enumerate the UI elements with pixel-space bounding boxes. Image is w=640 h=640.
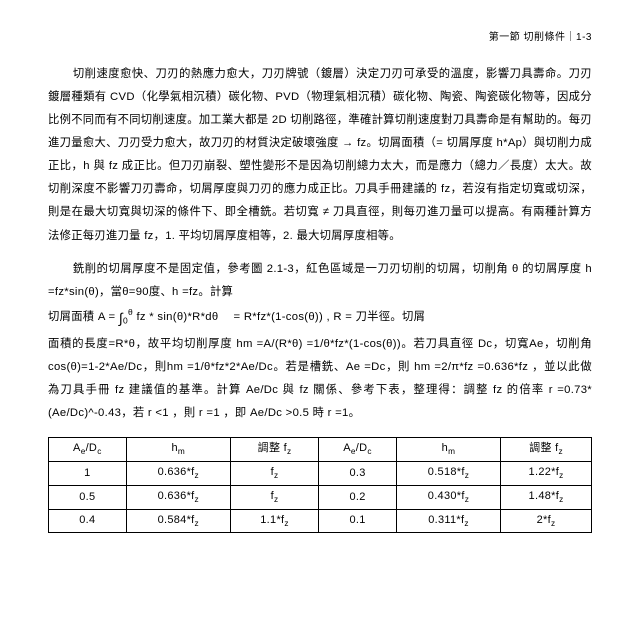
col-header: Ae/Dc — [49, 438, 127, 462]
table-cell: 0.3 — [319, 462, 397, 486]
p2-line-a: 銑削的切屑厚度不是固定值，參考圖 2.1-3，紅色區域是一刀刃切削的切屑，切削角… — [48, 263, 592, 298]
table-cell: fz — [230, 462, 318, 486]
table-cell: 1.48*fz — [501, 485, 592, 509]
fz-table: Ae/Dchm調整 fzAe/Dchm調整 fz 10.636*fzfz0.30… — [48, 437, 592, 533]
table-cell: 0.2 — [319, 485, 397, 509]
table-row: 0.50.636*fzfz0.20.430*fz1.48*fz — [49, 485, 592, 509]
table-cell: 0.518*fz — [396, 462, 500, 486]
p2-line-b: 切屑面積 A = — [48, 311, 115, 323]
table-cell: fz — [230, 485, 318, 509]
table-cell: 1 — [49, 462, 127, 486]
table-cell: 0.5 — [49, 485, 127, 509]
paragraph-2-cont: 面積的長度=R*θ，故平均切削厚度 hm =A/(R*θ) =1/θ*fz*(1… — [48, 333, 592, 426]
col-header: 調整 fz — [501, 438, 592, 462]
paragraph-2: 銑削的切屑厚度不是固定值，參考圖 2.1-3，紅色區域是一刀刃切削的切屑，切削角… — [48, 258, 592, 304]
col-header: Ae/Dc — [319, 438, 397, 462]
table-cell: 0.636*fz — [126, 485, 230, 509]
table-row: 0.40.584*fz1.1*fz0.10.311*fz2*fz — [49, 509, 592, 533]
table-cell: 1.1*fz — [230, 509, 318, 533]
table-cell: 0.4 — [49, 509, 127, 533]
col-header: hm — [396, 438, 500, 462]
col-header: 調整 fz — [230, 438, 318, 462]
integral-upper: θ — [128, 307, 133, 317]
table-cell: 0.430*fz — [396, 485, 500, 509]
table-cell: 0.311*fz — [396, 509, 500, 533]
paragraph-2-formula: 切屑面積 A = ∫0θ fz * sin(θ)*R*dθ = R*fz*(1-… — [48, 304, 592, 333]
table-row: 10.636*fzfz0.30.518*fz1.22*fz — [49, 462, 592, 486]
table-cell: 2*fz — [501, 509, 592, 533]
page: 第一節 切削條件｜1-3 切削速度愈快、刀刃的熱應力愈大，刀刃牌號（鍍層）決定刀… — [0, 0, 640, 640]
paragraph-1: 切削速度愈快、刀刃的熱應力愈大，刀刃牌號（鍍層）決定刀刃可承受的溫度，影響刀具壽… — [48, 63, 592, 248]
table-cell: 1.22*fz — [501, 462, 592, 486]
table-cell: 0.1 — [319, 509, 397, 533]
col-header: hm — [126, 438, 230, 462]
table-cell: 0.584*fz — [126, 509, 230, 533]
table-cell: 0.636*fz — [126, 462, 230, 486]
p2-line-c: fz * sin(θ)*R*dθ = R*fz*(1-cos(θ)) , R =… — [136, 311, 425, 323]
page-header: 第一節 切削條件｜1-3 — [48, 28, 592, 49]
